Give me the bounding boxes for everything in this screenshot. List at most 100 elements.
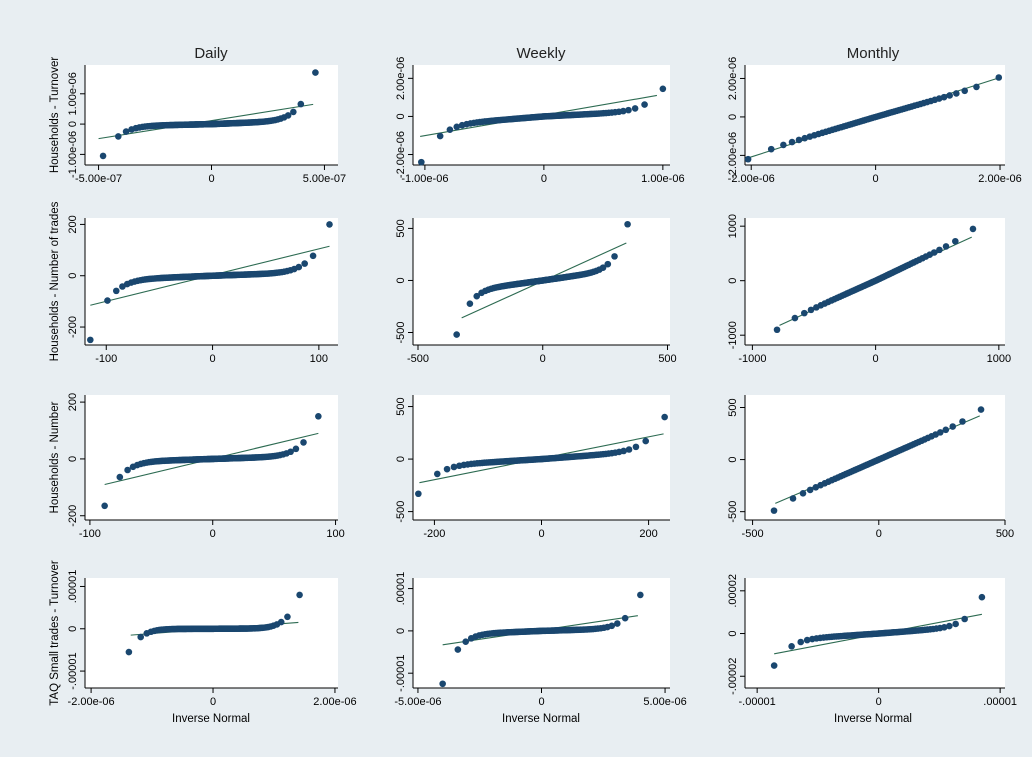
data-point	[621, 614, 629, 622]
data-point	[788, 643, 795, 650]
x-tick-label: 1.00e-06	[641, 173, 684, 185]
panel-r3c1: -5.00e-06 0 5.00e-06 -.00001 0 .00001	[394, 572, 686, 708]
data-point	[799, 490, 807, 497]
data-point	[801, 309, 808, 317]
data-point	[770, 662, 778, 669]
x-tick-label: 0	[210, 696, 216, 708]
y-tick-label: -1.00e-06	[67, 131, 79, 178]
data-point	[453, 123, 461, 131]
x-tick-label: 0	[876, 696, 882, 708]
panel-r0c0: -5.00e-07 0 5.00e-07 -1.00e-06 0 1.00e-06 Hous…	[49, 57, 346, 185]
data-point	[942, 426, 950, 434]
data-point	[953, 90, 960, 97]
data-point	[284, 613, 291, 621]
data-point	[604, 260, 612, 268]
data-point	[625, 446, 633, 453]
data-point	[791, 314, 799, 322]
x-tick-label: .00001	[983, 696, 1017, 708]
y-axis-title: Households - Number of trades	[49, 201, 61, 361]
data-point	[620, 447, 627, 455]
data-point	[462, 638, 469, 646]
x-axis-title-monthly: Inverse Normal	[834, 713, 912, 725]
data-point	[466, 300, 474, 307]
y-tick-label: .00001	[395, 572, 407, 606]
column-title-weekly: Weekly	[517, 45, 566, 62]
data-point	[642, 437, 650, 445]
data-point	[961, 87, 969, 95]
y-tick-label: -2.00e-06	[727, 132, 739, 179]
data-point	[940, 623, 948, 631]
data-point	[625, 106, 632, 114]
column-title-monthly: Monthly	[847, 45, 900, 62]
data-point	[942, 243, 950, 250]
data-point	[945, 622, 953, 630]
y-tick-label: -200	[67, 505, 79, 527]
y-axis-title: Households - Number	[49, 401, 61, 513]
x-tick-label: -500	[742, 528, 764, 540]
y-tick-label: -2.00e-06	[395, 131, 407, 178]
x-tick-label: 0	[873, 173, 879, 185]
column-title-daily: Daily	[194, 45, 228, 62]
data-point	[744, 155, 752, 163]
data-point	[453, 331, 460, 338]
data-point	[122, 128, 130, 135]
panel-r1c1: -500 0 500 -500 0 500	[395, 218, 677, 365]
data-point	[450, 463, 458, 471]
data-point	[631, 105, 639, 112]
data-point	[137, 633, 145, 641]
data-point	[284, 112, 292, 119]
x-axis-titles: Inverse Normal Inverse Normal Inverse No…	[172, 713, 912, 725]
y-tick-label: -.00001	[67, 652, 79, 689]
y-tick-label: 0	[395, 113, 407, 119]
data-point	[296, 591, 303, 599]
data-point	[803, 636, 811, 644]
data-point	[946, 92, 953, 99]
x-tick-label: 1000	[987, 353, 1011, 365]
data-point	[124, 466, 131, 474]
panel-r0c1: -1.00e-06 0 1.00e-06 -2.00e-06 0 2.00e-06	[395, 57, 685, 185]
data-point	[801, 134, 809, 142]
data-point	[295, 263, 303, 271]
data-point	[788, 138, 796, 146]
y-tick-label: 2.00e-06	[727, 57, 739, 100]
data-point	[301, 260, 308, 267]
x-tick-label: 5.00e-06	[643, 696, 686, 708]
x-tick-label: -2.00e-06	[68, 696, 115, 708]
x-tick-label: -1000	[738, 353, 766, 365]
data-point	[433, 470, 441, 478]
data-point	[797, 638, 805, 646]
x-tick-label: -1.00e-06	[401, 173, 448, 185]
plot-area	[85, 218, 338, 345]
data-point	[326, 221, 333, 228]
x-tick-label: -100	[95, 353, 117, 365]
data-point	[770, 507, 778, 514]
data-point	[773, 326, 781, 334]
data-point	[995, 74, 1003, 81]
x-tick-label: 0	[876, 528, 882, 540]
data-point	[87, 336, 94, 344]
column-titles: Daily Weekly Monthly	[194, 45, 899, 62]
data-point	[473, 292, 481, 300]
x-tick-label: 0	[540, 353, 546, 365]
x-tick-label: 200	[639, 528, 657, 540]
x-tick-label: 500	[658, 353, 676, 365]
y-tick-label: 0	[395, 277, 407, 283]
data-point	[454, 646, 462, 653]
y-tick-label: 0	[67, 626, 79, 632]
data-point	[415, 490, 422, 498]
y-tick-label: -200	[67, 316, 79, 338]
x-tick-label: 0	[538, 696, 544, 708]
panel-r2c1: -200 0 200 -500 0 500	[395, 395, 670, 540]
data-point	[952, 237, 959, 245]
y-tick-label: 0	[67, 273, 79, 279]
x-tick-label: -200	[423, 528, 445, 540]
data-point	[780, 141, 787, 149]
y-tick-label: .00002	[727, 574, 739, 608]
data-point	[112, 287, 120, 295]
data-point	[125, 648, 133, 656]
data-point	[614, 620, 621, 627]
y-tick-label: 0	[67, 121, 79, 127]
data-point	[973, 83, 980, 91]
data-point	[795, 136, 803, 144]
